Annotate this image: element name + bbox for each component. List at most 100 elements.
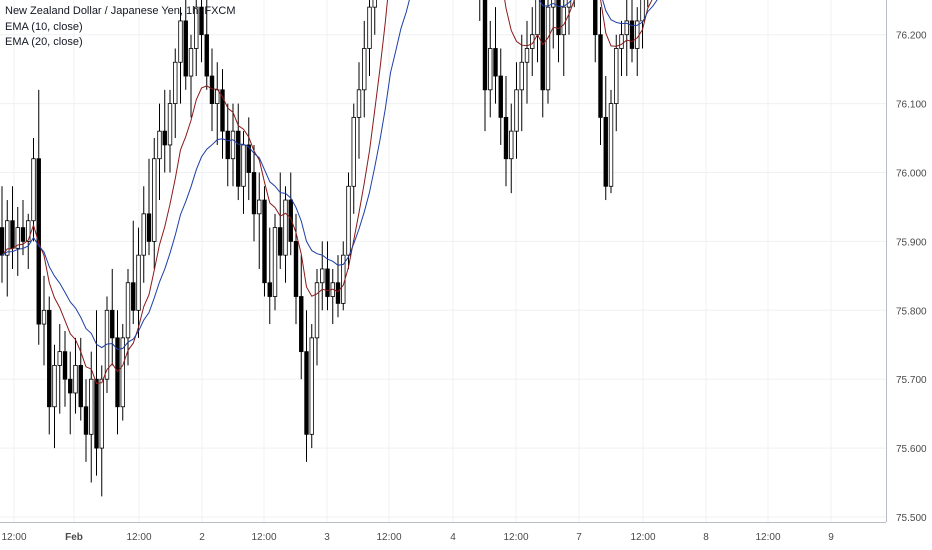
candle — [309, 324, 314, 449]
candle — [146, 158, 152, 256]
candle — [220, 69, 225, 159]
candle-body — [325, 268, 330, 297]
candle — [62, 330, 68, 407]
candle — [330, 268, 335, 325]
x-tick-label: 12:00 — [376, 532, 401, 543]
candle — [482, 0, 488, 132]
candle-body — [152, 158, 157, 242]
candle — [262, 186, 267, 297]
candle — [136, 227, 141, 338]
candle-body — [73, 365, 78, 394]
candle — [141, 186, 146, 283]
candle-body — [141, 213, 146, 256]
candle — [608, 89, 614, 194]
candle-body — [220, 89, 225, 132]
ema20-legend[interactable]: EMA (20, close) — [5, 36, 83, 48]
candle — [36, 89, 41, 345]
candle-body — [89, 378, 94, 435]
x-tick-label: 12:00 — [503, 532, 528, 543]
candle — [278, 172, 283, 269]
candle — [162, 89, 167, 173]
candle — [524, 20, 530, 104]
candle — [52, 344, 57, 449]
candle — [493, 7, 498, 104]
candle — [194, 0, 199, 77]
candle — [68, 351, 73, 435]
candle — [241, 131, 246, 214]
candle-body — [629, 20, 635, 49]
candle — [272, 213, 278, 311]
candle — [545, 0, 551, 104]
candle — [94, 310, 99, 476]
candle-body — [167, 103, 173, 146]
candle-body — [20, 227, 26, 242]
y-tick-label: 75.500 — [896, 513, 927, 524]
candle — [0, 186, 5, 283]
candle — [41, 275, 47, 366]
candle-body — [52, 365, 57, 408]
candle — [78, 337, 83, 421]
candle — [236, 103, 241, 201]
candle-body — [362, 48, 367, 91]
candle — [346, 172, 351, 269]
candle — [603, 76, 608, 201]
candle — [26, 213, 31, 269]
x-tick-label: 12:00 — [1, 532, 26, 543]
candle — [89, 351, 94, 483]
candle-body — [215, 89, 220, 104]
candle — [20, 200, 26, 256]
candle-body — [566, 0, 572, 8]
time-axis[interactable]: 12:00 Feb 12:00 2 12:00 3 12:00 4 12:00 7 12:00 8 12… — [0, 522, 886, 544]
candle-body — [188, 48, 194, 77]
candle-body — [146, 213, 152, 242]
candle — [131, 220, 136, 325]
candle — [551, 0, 556, 49]
candle-body — [5, 220, 10, 256]
candle-body — [498, 75, 503, 118]
candle — [556, 0, 561, 63]
candle-body — [309, 337, 314, 435]
y-tick-label: 75.900 — [896, 237, 927, 248]
candle — [479, 0, 481, 21]
y-tick-label: 75.700 — [896, 375, 927, 386]
x-tick-label: 12:00 — [126, 532, 151, 543]
candle-body — [230, 130, 236, 160]
candle-body — [514, 89, 519, 132]
candle-body — [26, 220, 31, 242]
candle-body — [57, 351, 62, 366]
x-tick-label: 2 — [199, 532, 205, 543]
candle — [598, 7, 603, 145]
candle — [173, 48, 178, 139]
candle — [110, 268, 115, 366]
candle-body — [288, 199, 293, 242]
candle-body — [335, 282, 341, 304]
candle — [125, 268, 131, 366]
candle-body — [372, 0, 377, 8]
candle-body — [94, 378, 99, 449]
candle-body — [561, 6, 566, 36]
candle-body — [120, 337, 125, 408]
candle-body — [262, 199, 267, 284]
candle-body — [204, 34, 209, 77]
candle-body — [320, 268, 325, 284]
candle — [509, 103, 514, 194]
symbol-title[interactable]: New Zealand Dollar / Japanese Yen, 1h, F… — [5, 5, 236, 17]
ema10-legend[interactable]: EMA (10, close) — [5, 20, 83, 33]
candle — [356, 62, 362, 159]
y-tick-label: 75.800 — [896, 306, 927, 317]
y-tick-label: 76.200 — [896, 31, 927, 42]
y-tick-label: 76.100 — [896, 100, 927, 111]
candle — [304, 310, 309, 462]
candle — [204, 0, 209, 90]
candle — [120, 324, 125, 421]
candle — [152, 138, 157, 269]
price-axis[interactable]: 76.90076.80076.70076.60076.50076.40076.3… — [886, 0, 928, 524]
candle-body — [314, 282, 320, 339]
candles — [0, 0, 649, 497]
candle — [288, 172, 293, 256]
candle — [225, 103, 230, 187]
candle — [619, 20, 624, 77]
chart-legend: New Zealand Dollar / Japanese Yen, 1h, F… — [5, 4, 236, 51]
candle-body — [614, 48, 619, 104]
